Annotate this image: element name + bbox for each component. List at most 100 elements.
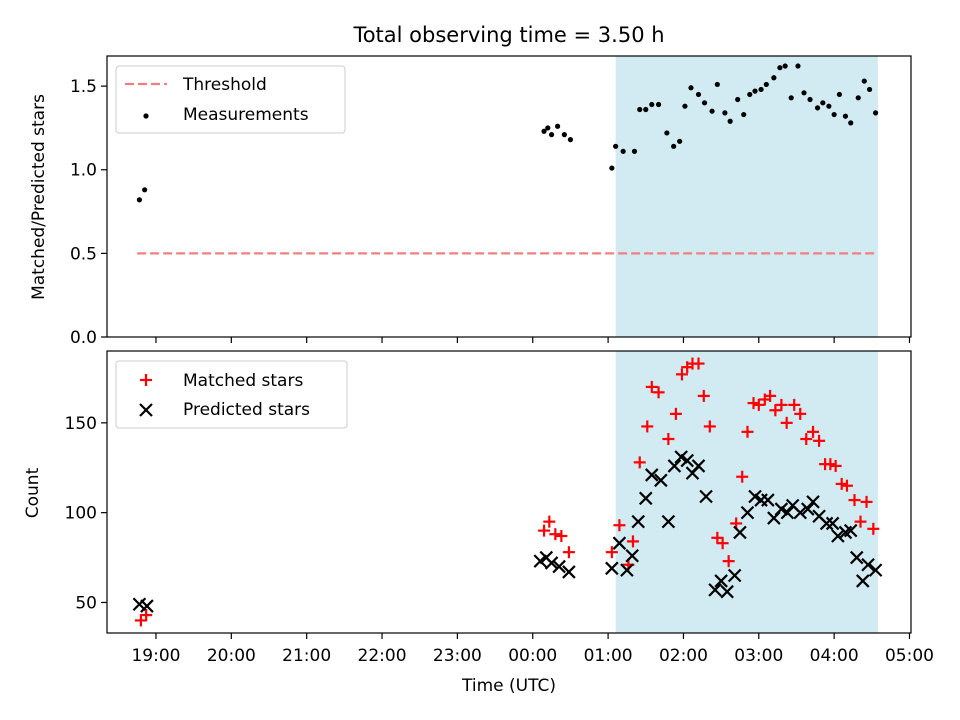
matched-star-point — [854, 515, 867, 528]
predicted-star-stroke — [800, 502, 815, 516]
measurement-point — [620, 148, 626, 154]
measurement-point — [709, 108, 715, 114]
predicted-star-stroke — [708, 583, 722, 597]
top-ytick-label: 0.5 — [70, 244, 97, 264]
predicted-star-point — [661, 514, 676, 529]
matched-star-point — [134, 614, 147, 627]
measurement-point — [722, 110, 728, 116]
measurements-legend-marker — [143, 113, 149, 119]
predicted-star-point — [654, 473, 668, 488]
matched-star-point — [800, 433, 813, 446]
predicted-star-point — [868, 563, 883, 577]
matched-star-point — [780, 416, 793, 429]
predicted-star-stroke — [562, 565, 576, 579]
measurement-point — [861, 78, 867, 84]
predicted-star-stroke — [812, 509, 826, 524]
predicted-star-stroke — [612, 536, 627, 550]
bottom-legend-box — [115, 360, 348, 429]
predicted-star-point — [140, 599, 154, 613]
measurement-point — [795, 63, 801, 69]
top-legend-box — [115, 65, 346, 134]
matched-star-point — [669, 407, 682, 420]
predicted-star-point — [761, 493, 775, 507]
predicted-star-point — [740, 505, 755, 520]
matched-star-point — [775, 398, 788, 411]
measurement-point — [671, 143, 677, 149]
matched-star-point — [764, 389, 777, 402]
measurement-point — [541, 128, 547, 134]
measurement-point — [855, 95, 861, 101]
matched-star-point — [788, 398, 801, 411]
matched-star-point — [703, 420, 716, 433]
predicted-star-stroke — [849, 550, 864, 565]
matched-star-point — [741, 425, 754, 438]
predicted-star-stroke — [544, 556, 559, 570]
predicted-star-stroke — [831, 529, 845, 543]
top-yaxis: 0.0 0.5 1.0 1.5 — [70, 77, 107, 348]
predicted-points — [132, 450, 883, 613]
matched-star-point — [613, 519, 626, 532]
predicted-star-point — [552, 559, 566, 574]
predicted-star-stroke — [785, 498, 800, 513]
matched-star-point — [747, 397, 760, 410]
bottom-panel: 50 100 150 19:00 20:00 21:00 22:00 23:00 00:00 0… — [23, 350, 934, 696]
bottom-legend: Matched stars Predicted stars — [115, 360, 348, 429]
predicted-star-point — [780, 505, 795, 520]
measurement-point — [664, 130, 670, 136]
matched-star-point — [543, 515, 556, 528]
measurement-point — [848, 120, 854, 126]
predicted-star-point — [605, 561, 619, 576]
predicted-star-point — [849, 550, 864, 565]
predicted-star-point — [638, 491, 653, 506]
predicted-star-stroke — [667, 459, 682, 473]
predicted-star-point — [562, 565, 576, 579]
predicted-star-point — [674, 450, 688, 464]
predicted-star-stroke — [552, 559, 566, 574]
predicted-star-point — [733, 525, 747, 540]
predicted-star-point — [625, 548, 639, 563]
bottom-ylabel: Count — [23, 467, 43, 518]
matched-star-point — [555, 530, 568, 543]
figure-title: Total observing time = 3.50 h — [352, 23, 664, 47]
matched-star-point — [605, 546, 618, 559]
measurement-point — [701, 100, 708, 106]
measurement-point — [872, 110, 879, 116]
predicted-legend-label: Predicted stars — [183, 400, 310, 420]
predicted-star-stroke — [855, 574, 870, 588]
matched-star-point — [835, 477, 848, 490]
matched-star-point — [675, 368, 688, 381]
measurement-point — [782, 63, 788, 69]
bottom-xtick-label: 23:00 — [433, 646, 482, 666]
predicted-star-point — [843, 523, 858, 538]
measurement-point — [609, 165, 615, 171]
matched-star-point — [662, 433, 675, 446]
predicted-star-point — [631, 514, 646, 529]
top-legend: Threshold Measurements — [115, 65, 346, 134]
top-ytick-label: 0.0 — [70, 328, 97, 348]
matched-star-point — [711, 531, 724, 544]
measurement-point — [763, 81, 769, 88]
predicted-star-stroke — [674, 450, 688, 464]
measurement-point — [682, 103, 688, 109]
matched-star-point — [722, 555, 735, 568]
predicted-star-stroke — [740, 505, 755, 520]
predicted-star-stroke — [774, 502, 789, 516]
measurement-point — [555, 123, 561, 129]
matched-star-point — [538, 524, 551, 537]
measurement-point — [545, 125, 551, 131]
matched-star-point — [840, 479, 853, 492]
predicted-star-point — [748, 489, 762, 504]
predicted-star-point — [612, 536, 627, 550]
measurement-point — [688, 85, 694, 91]
predicted-star-stroke — [680, 453, 694, 468]
bottom-xtick-label: 01:00 — [584, 646, 633, 666]
matched-star-point — [824, 458, 837, 471]
measurement-point — [142, 187, 148, 193]
predicted-star-stroke — [654, 473, 668, 488]
predicted-star-stroke — [720, 584, 734, 599]
predicted-star-stroke — [625, 548, 639, 563]
measurement-point — [771, 75, 777, 81]
bottom-ytick-label: 50 — [75, 593, 97, 613]
predicted-star-point — [533, 554, 548, 568]
matched-legend-marker — [140, 374, 152, 386]
